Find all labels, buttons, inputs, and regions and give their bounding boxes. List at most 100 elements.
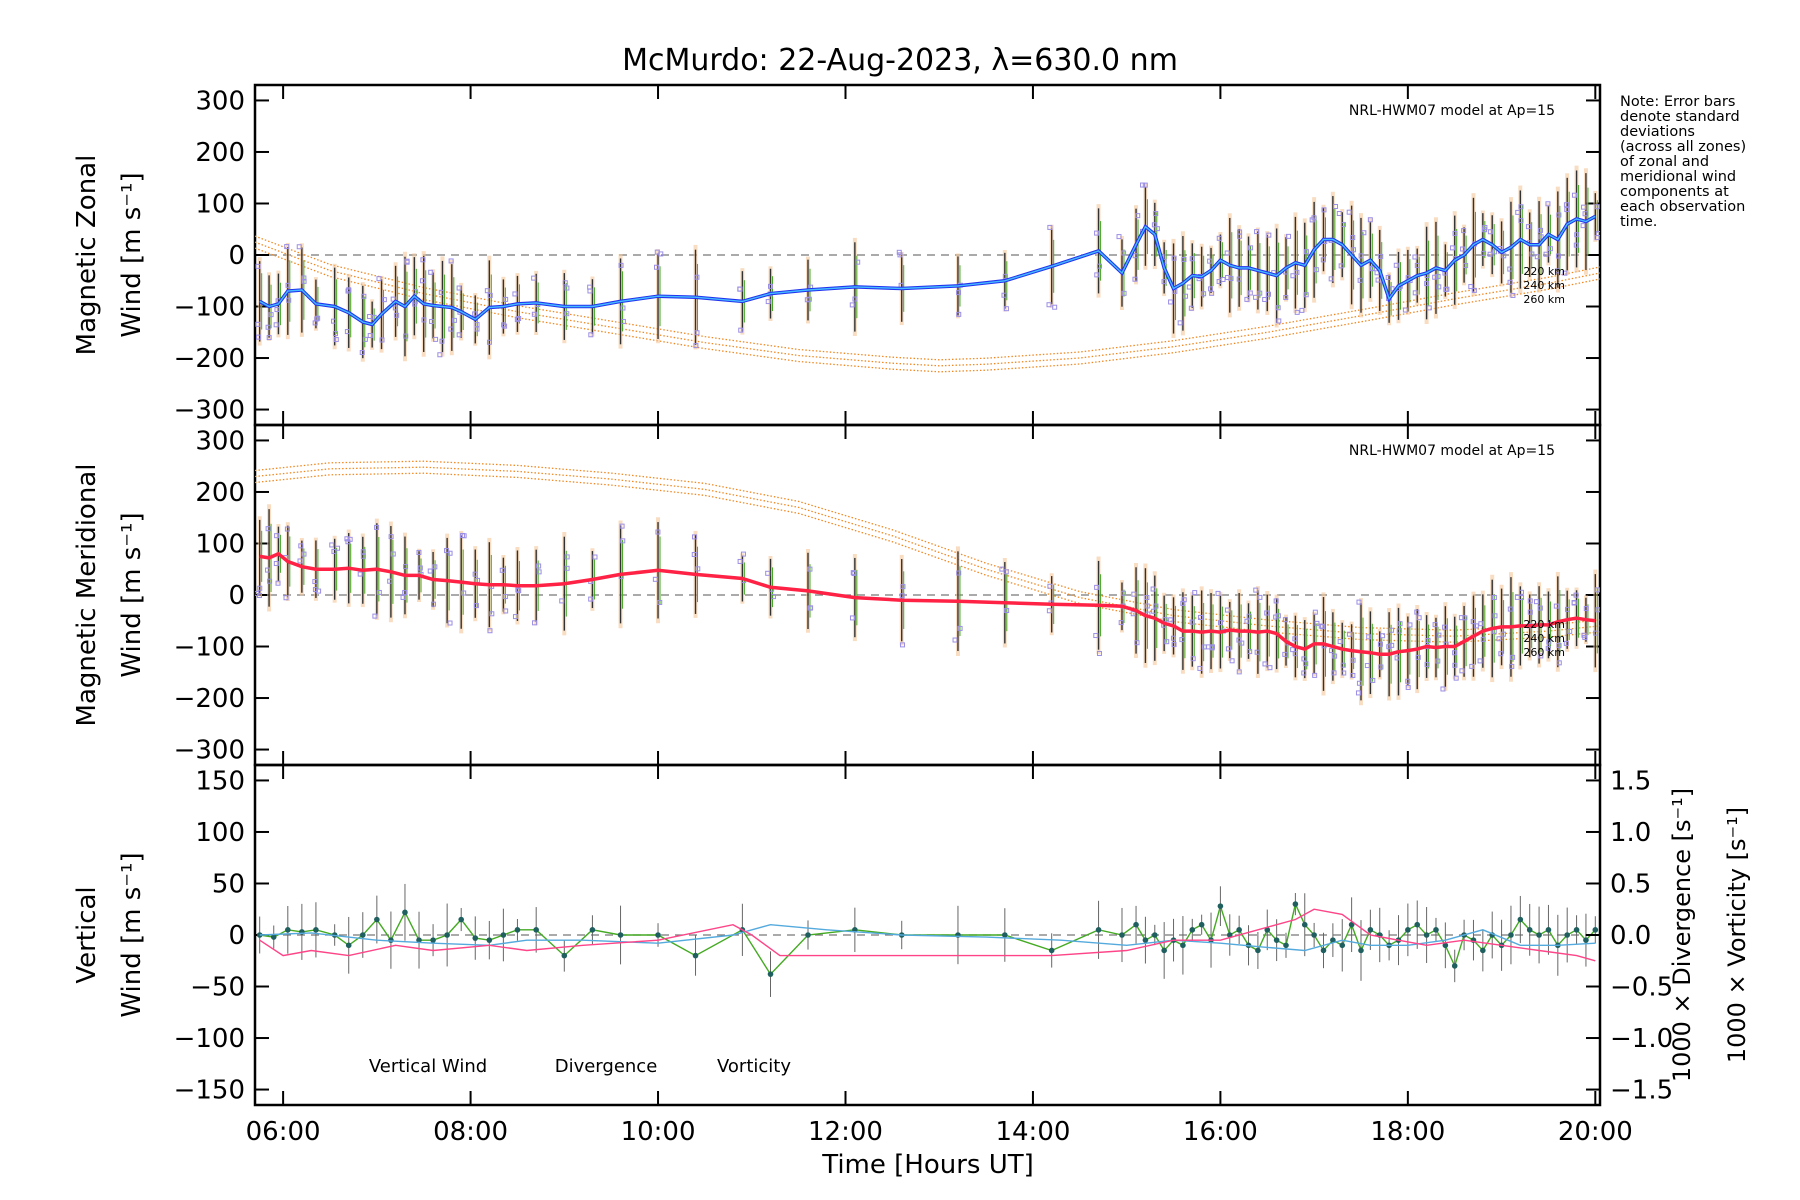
y-axis-label: Wind [m s⁻¹] [117, 512, 147, 677]
zone-marker [344, 329, 350, 335]
zone-marker [438, 289, 444, 295]
y2-tick-label: 1.0 [1610, 818, 1651, 848]
model-label: NRL-HWM07 model at Ap=15 [1349, 443, 1555, 459]
x-tick-label: 08:00 [433, 1117, 508, 1147]
vertical-wind-point [655, 932, 661, 938]
zone-marker [444, 548, 450, 554]
zone-marker [1046, 302, 1052, 308]
zone-marker [516, 316, 522, 322]
zone-marker [695, 566, 701, 572]
y-tick-label: −50 [190, 973, 245, 1003]
zone-marker [1478, 621, 1484, 627]
zone-marker [335, 545, 341, 551]
zone-marker [1224, 250, 1230, 256]
zone-marker [387, 578, 393, 584]
zone-marker [1216, 235, 1222, 241]
zone-marker [1273, 614, 1279, 620]
zone-marker [284, 244, 290, 250]
zone-marker [1313, 267, 1319, 273]
zone-marker [1564, 207, 1570, 213]
zone-marker [1134, 640, 1140, 646]
zone-marker [1153, 603, 1159, 609]
zone-marker [1121, 250, 1127, 256]
zone-marker [1096, 263, 1102, 269]
zone-marker [1463, 262, 1469, 268]
y-tick-label: −100 [174, 633, 245, 663]
zone-marker [1424, 661, 1430, 667]
y2-tick-label: 0.5 [1610, 869, 1651, 899]
vertical-wind-point [514, 927, 521, 933]
vertical-wind-point [1545, 927, 1552, 933]
vertical-wind-point [359, 932, 366, 938]
zone-marker [1567, 628, 1573, 634]
zone-marker [1312, 609, 1318, 615]
zone-marker [1254, 229, 1260, 235]
zone-marker [588, 596, 594, 602]
zone-marker [1565, 606, 1571, 612]
zone-marker [267, 578, 273, 584]
zone-marker [361, 293, 367, 299]
zone-marker [439, 338, 445, 344]
vertical-wind-point [500, 932, 507, 938]
vertical-wind-point [1367, 927, 1374, 933]
zone-marker [1537, 605, 1543, 611]
zone-marker [1555, 253, 1561, 259]
zone-marker [1593, 630, 1599, 636]
zone-marker [1432, 274, 1438, 280]
zone-marker [1201, 291, 1207, 297]
zone-marker [381, 297, 387, 303]
zone-marker [1046, 608, 1052, 614]
zone-marker [1096, 650, 1102, 656]
zone-marker [374, 524, 380, 530]
zone-marker [564, 554, 570, 560]
zone-marker [472, 311, 478, 317]
zone-marker [265, 567, 271, 573]
vertical-wind-point [1226, 932, 1233, 938]
zone-marker [431, 601, 437, 607]
y2-axis-label-vorticity: 1000 × Vorticity [s⁻¹] [1723, 807, 1751, 1063]
zone-marker [1355, 690, 1361, 696]
zone-marker [851, 571, 857, 577]
zone-marker [1350, 672, 1356, 678]
error-bar-note: Note: Error bars denote standard deviation… [1620, 95, 1790, 230]
note-line: deviations [1620, 124, 1695, 140]
y-tick-label: 200 [195, 138, 245, 168]
zone-marker [956, 290, 962, 296]
zone-marker [1436, 284, 1442, 290]
zone-marker [1556, 212, 1562, 218]
y-tick-label: 200 [195, 478, 245, 508]
zone-marker [474, 326, 480, 332]
vertical-wind-point [561, 952, 568, 959]
zone-marker [487, 628, 493, 634]
zone-marker [371, 314, 377, 320]
zone-marker [999, 566, 1005, 572]
zone-marker [1225, 646, 1231, 652]
zone-marker [298, 543, 304, 549]
zone-marker [1469, 663, 1475, 669]
zone-marker [344, 536, 350, 542]
zone-marker [1498, 651, 1504, 657]
zone-marker [588, 332, 594, 338]
zone-marker [1275, 305, 1281, 311]
zone-marker [392, 305, 398, 311]
zone-marker [956, 311, 962, 317]
zone-marker [1507, 606, 1513, 612]
zone-marker [1543, 251, 1549, 257]
zone-marker [1282, 617, 1288, 623]
zone-marker [372, 613, 378, 619]
zone-marker [1461, 228, 1467, 234]
vertical-wind-point [374, 916, 380, 923]
zone-marker [1538, 653, 1544, 659]
vertical-wind-point [472, 935, 479, 941]
vertical-wind-point [1264, 927, 1271, 933]
zone-marker [693, 343, 699, 349]
zone-marker [346, 287, 352, 293]
zone-marker [1094, 584, 1100, 590]
zone-marker [1356, 599, 1362, 605]
zone-marker [1247, 290, 1253, 296]
zone-marker [1094, 230, 1100, 236]
zone-marker [1350, 235, 1356, 241]
zone-marker [1527, 598, 1533, 604]
y2-tick-label: 0.0 [1610, 921, 1651, 951]
y-tick-label: 50 [212, 869, 245, 899]
